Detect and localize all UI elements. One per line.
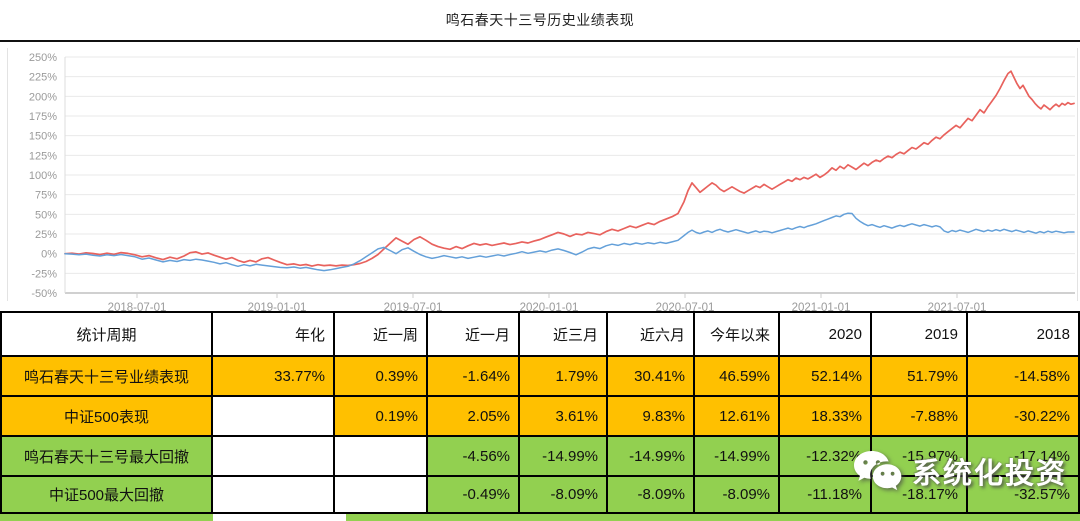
table-row: 中证500最大回撤 -0.49% -8.09% -8.09% -8.09% -11.18%…: [2, 477, 1080, 514]
table-header-cell: 2018: [968, 313, 1080, 357]
table-header-cell: 近六月: [608, 313, 695, 357]
value-cell: [213, 437, 335, 477]
value-cell: -14.99%: [695, 437, 780, 477]
page-title: 鸣石春天十三号历史业绩表现: [445, 12, 635, 28]
table-cutoff-strip: [0, 514, 1080, 521]
table-header-cell: 近一周: [335, 313, 428, 357]
performance-line-chart: 250% 225% 200% 175% 150% 125% 100% 75% 50% 25% 0% -…: [0, 42, 1080, 311]
table-header-cell: 年化: [213, 313, 335, 357]
x-axis-tick-label: 2021-07-01: [928, 302, 987, 311]
value-cell: -17.14%: [968, 437, 1080, 477]
value-cell: -0.49%: [428, 477, 520, 514]
line-chart-canvas: 250% 225% 200% 175% 150% 125% 100% 75% 50% 25% 0% -…: [29, 52, 1075, 311]
value-cell: 52.14%: [780, 357, 872, 397]
table-header-row: 统计周期 年化 近一周 近一月 近三月 近六月 今年以来 2020 2019 2018: [2, 313, 1080, 357]
y-axis-tick-label: 250%: [29, 52, 57, 64]
value-cell: -8.09%: [520, 477, 608, 514]
row-label-cell: 鸣石春天十三号业绩表现: [2, 357, 213, 397]
y-axis-tick-label: -50%: [31, 288, 57, 300]
table-row: 鸣石春天十三号业绩表现 33.77% 0.39% -1.64% 1.79% 30.41% 4…: [2, 357, 1080, 397]
value-cell: 2.05%: [428, 397, 520, 437]
chart-left-edge-line: [7, 48, 8, 301]
x-axis-tick-label: 2019-07-01: [384, 302, 443, 311]
value-cell: -7.88%: [872, 397, 968, 437]
table-header-cell: 2020: [780, 313, 872, 357]
row-label-cell: 鸣石春天十三号最大回撤: [2, 437, 213, 477]
row-label-cell: 中证500表现: [2, 397, 213, 437]
x-axis-tick-label: 2021-01-01: [792, 302, 851, 311]
y-axis-tick-label: -25%: [31, 268, 57, 280]
value-cell: 1.79%: [520, 357, 608, 397]
value-cell: -30.22%: [968, 397, 1080, 437]
value-cell: 18.33%: [780, 397, 872, 437]
table-header-cell: 近三月: [520, 313, 608, 357]
value-cell: [335, 477, 428, 514]
y-axis-tick-label: 100%: [29, 170, 57, 182]
chart-title-bar: 鸣石春天十三号历史业绩表现: [0, 0, 1080, 42]
value-cell: -8.09%: [608, 477, 695, 514]
value-cell: [213, 477, 335, 514]
table-header-cell: 2019: [872, 313, 968, 357]
table-header-cell: 今年以来: [695, 313, 780, 357]
value-cell: 9.83%: [608, 397, 695, 437]
y-axis-tick-label: 225%: [29, 72, 57, 84]
table-row: 中证500表现 0.19% 2.05% 3.61% 9.83% 12.61% 18.33% -…: [2, 397, 1080, 437]
value-cell: 46.59%: [695, 357, 780, 397]
value-cell: [213, 397, 335, 437]
value-cell: -15.97%: [872, 437, 968, 477]
value-cell: -8.09%: [695, 477, 780, 514]
x-axis-tick-label: 2019-01-01: [248, 302, 307, 311]
x-axis-tick-label: 2020-07-01: [656, 302, 715, 311]
y-axis-tick-label: 50%: [35, 209, 57, 221]
performance-table: 统计周期 年化 近一周 近一月 近三月 近六月 今年以来 2020 2019 2018 鸣石春天十三…: [0, 311, 1080, 514]
y-axis-tick-label: 0%: [41, 249, 57, 261]
y-axis-tick-label: 75%: [35, 190, 57, 202]
value-cell: 0.39%: [335, 357, 428, 397]
value-cell: -18.17%: [872, 477, 968, 514]
x-axis-tick-label: 2018-07-01: [108, 302, 167, 311]
value-cell: -14.99%: [608, 437, 695, 477]
value-cell: 51.79%: [872, 357, 968, 397]
table-row: 鸣石春天十三号最大回撤 -4.56% -14.99% -14.99% -14.99% -1…: [2, 437, 1080, 477]
y-axis-tick-label: 150%: [29, 131, 57, 143]
value-cell: 30.41%: [608, 357, 695, 397]
fund-performance-line: [64, 70, 1075, 267]
table-header-cell: 近一月: [428, 313, 520, 357]
y-axis-tick-label: 125%: [29, 150, 57, 162]
chart-right-edge-line: [1077, 48, 1078, 301]
x-axis-tick-label: 2020-01-01: [520, 302, 579, 311]
value-cell: [335, 437, 428, 477]
value-cell: -32.57%: [968, 477, 1080, 514]
value-cell: 0.19%: [335, 397, 428, 437]
value-cell: -4.56%: [428, 437, 520, 477]
index-performance-line: [64, 212, 1075, 272]
strip-white-mid: [213, 514, 346, 521]
table-header-cell: 统计周期: [2, 313, 213, 357]
value-cell: -14.99%: [520, 437, 608, 477]
value-cell: -12.32%: [780, 437, 872, 477]
value-cell: 3.61%: [520, 397, 608, 437]
strip-green-right: [346, 514, 1080, 521]
value-cell: 12.61%: [695, 397, 780, 437]
strip-green-left: [0, 514, 213, 521]
value-cell: -14.58%: [968, 357, 1080, 397]
y-axis-tick-label: 25%: [35, 229, 57, 241]
value-cell: 33.77%: [213, 357, 335, 397]
y-axis-tick-label: 200%: [29, 91, 57, 103]
row-label-cell: 中证500最大回撤: [2, 477, 213, 514]
value-cell: -1.64%: [428, 357, 520, 397]
y-axis-tick-label: 175%: [29, 111, 57, 123]
value-cell: -11.18%: [780, 477, 872, 514]
